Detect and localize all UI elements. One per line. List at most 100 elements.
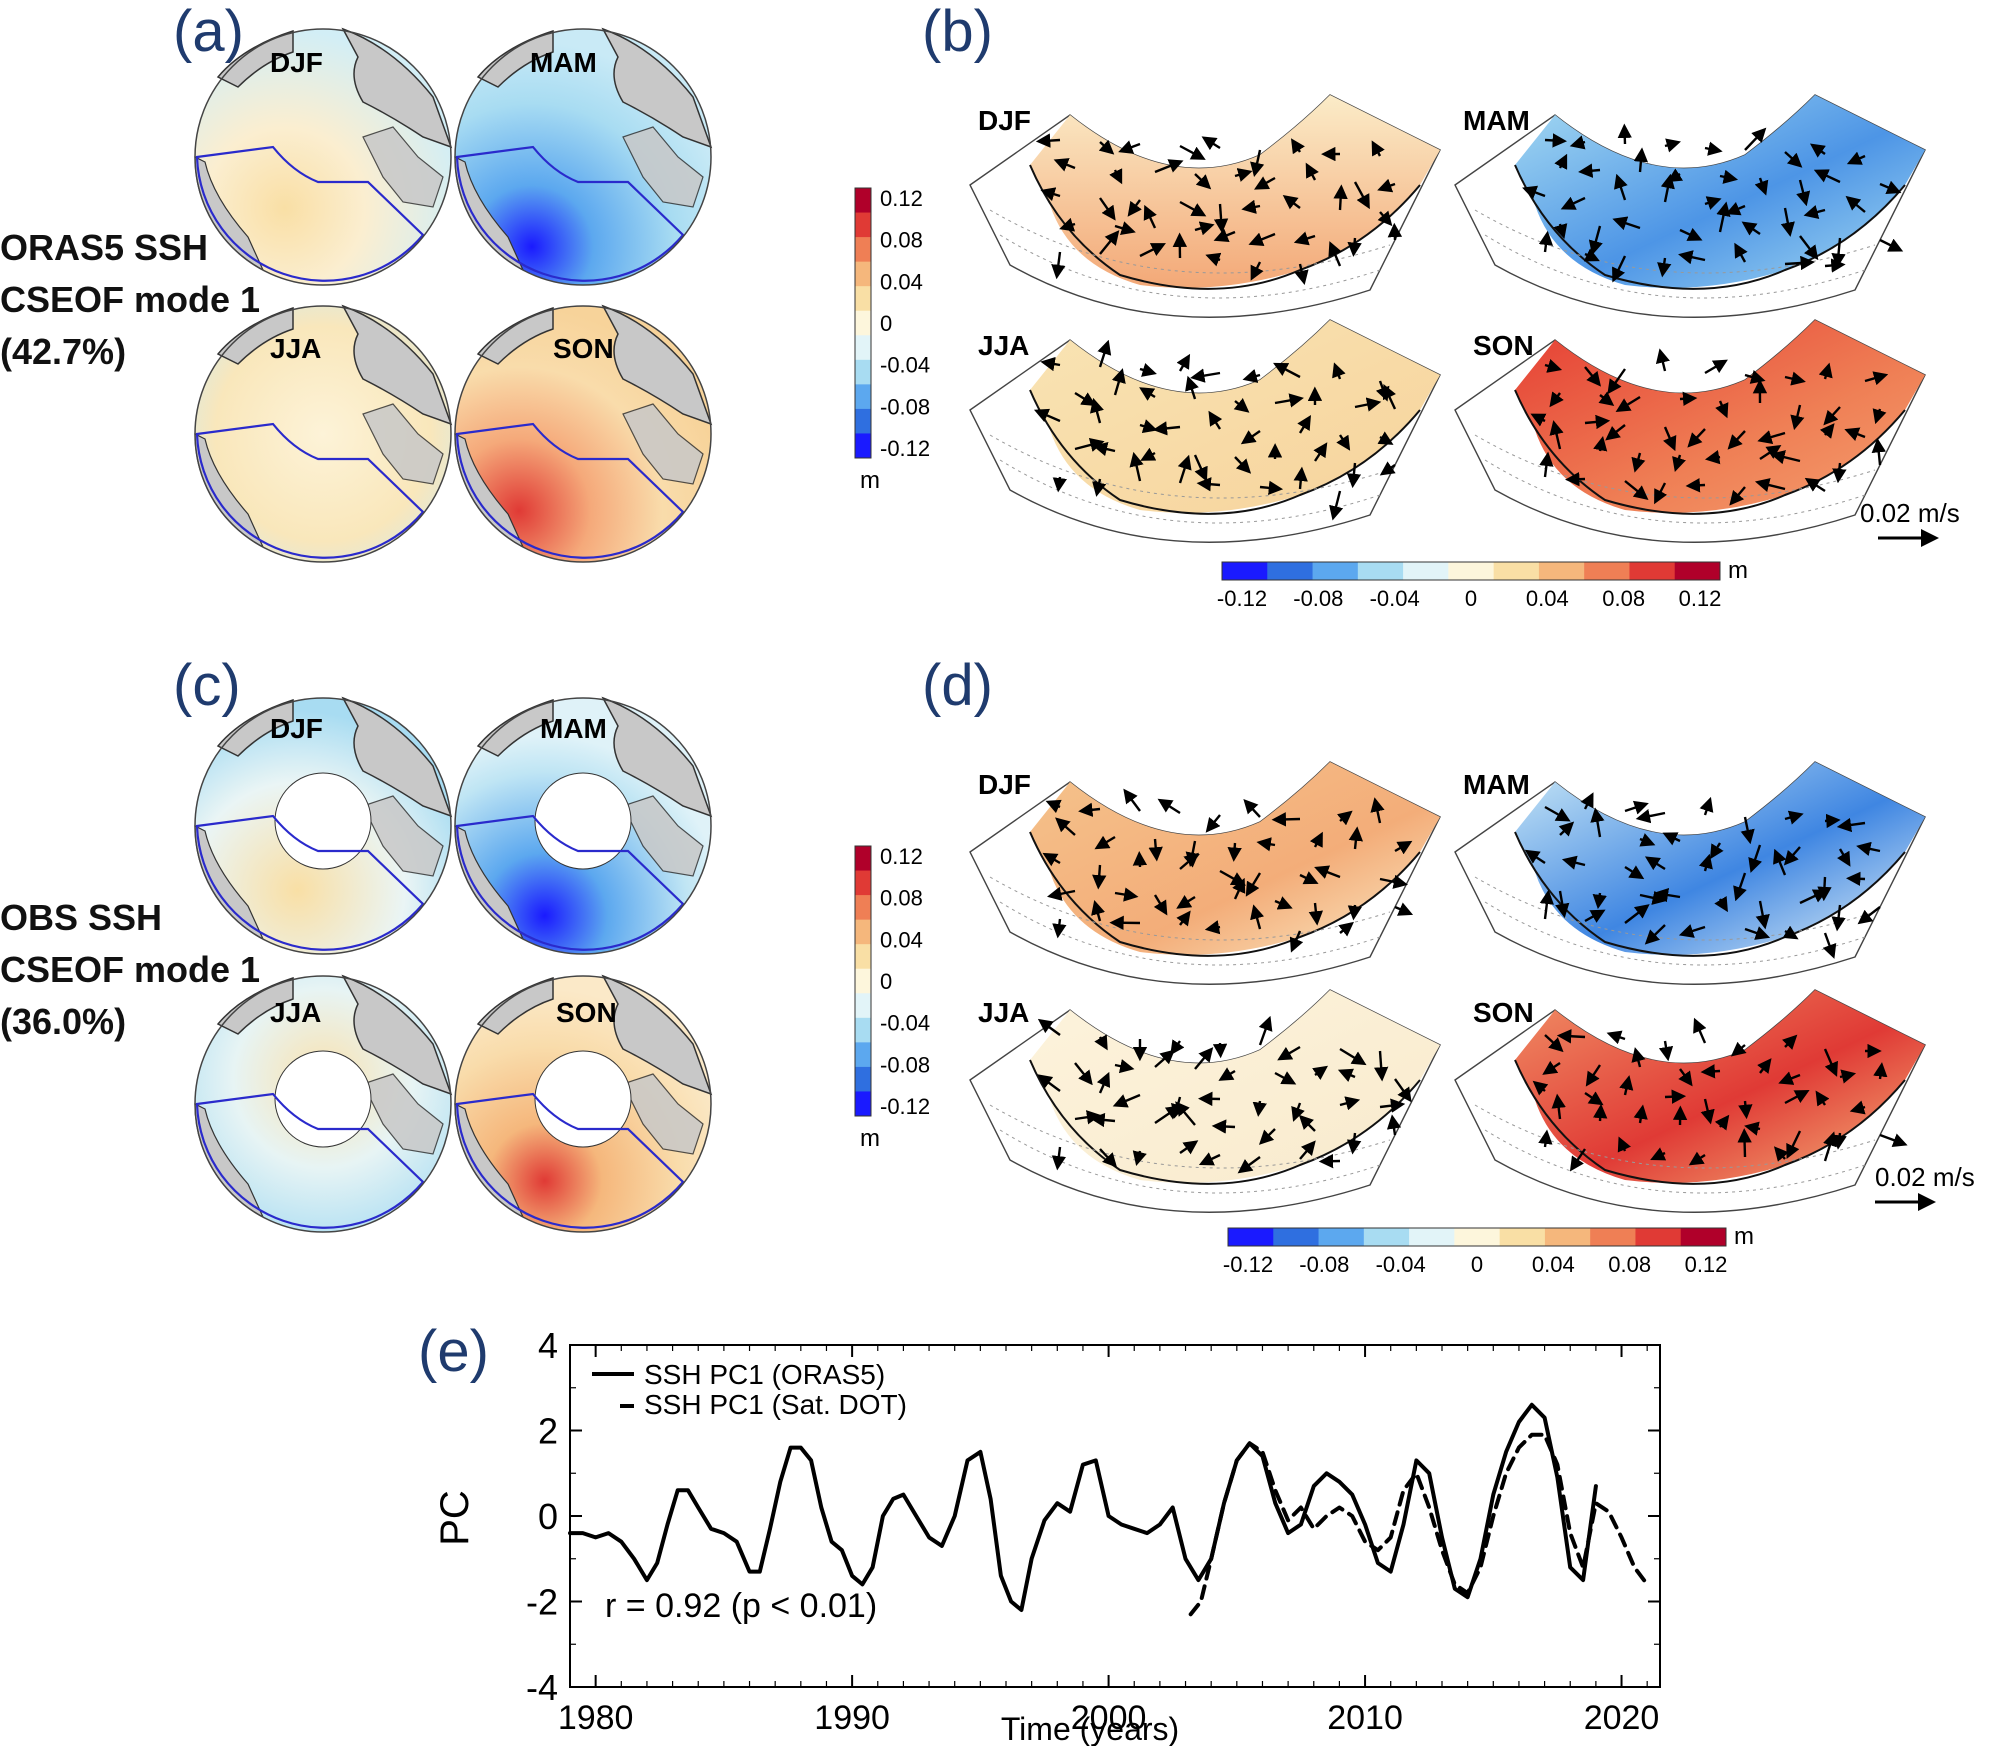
colorbar-horizontal-tick: -0.08 [1299,1252,1349,1277]
polar-map-c-son [454,974,713,1233]
colorbar-horizontal-d: -0.12 -0.08 -0.04 0 0.04 0.08 0.12m [1223,1223,1754,1277]
series-line-sat-dot [1188,1432,1650,1617]
polar-maps-group [194,27,713,1233]
chart-xlabel: Time (years) [1001,1711,1179,1746]
colorbar-vertical-tick: -0.04 [880,353,930,378]
sector-map-d-jja [969,989,1441,1213]
polar-map-a-djf [194,27,453,286]
polar-map-a-mam [454,27,713,286]
colorbar-horizontal-tick: 0.04 [1526,586,1569,611]
colorbar-horizontal-tick: 0.04 [1532,1252,1575,1277]
pc-timeseries-chart: 1980 1990 2000 2010 2020 4 2 0 -2 -4 PC Time (yea… [433,1325,1661,1746]
colorbar-vertical-a: 0.12 0.08 0.04 0 -0.04 -0.08 -0.12m [854,186,930,494]
colorbar-horizontal-tick: -0.04 [1376,1252,1426,1277]
colorbar-vertical-tick: -0.12 [880,1094,930,1119]
colorbar-horizontal-tick: 0.08 [1608,1252,1651,1277]
polar-map-a-son [454,304,713,563]
colorbar-vertical-tick: 0 [880,969,892,994]
colorbar-horizontal-b: -0.12 -0.08 -0.04 0 0.04 0.08 0.12m [1217,557,1748,611]
reference-arrow-b: 0.02 m/s [1860,498,1960,547]
colorbar-vertical-tick: -0.12 [880,436,930,461]
x-tick-label: 2000 [1071,1699,1147,1737]
side-label-oras5-line2: CSEOF mode 1 [0,279,261,320]
season-label-d-son: SON [1473,997,1534,1028]
colorbar-vertical-tick: -0.08 [880,394,930,419]
season-label-a-mam: MAM [530,47,597,78]
reference-arrow-b-label: 0.02 m/s [1860,498,1960,528]
chart-annotation: r = 0.92 (p < 0.01) [605,1587,877,1625]
season-label-c-son: SON [556,997,617,1028]
chart-legend: SSH PC1 (ORAS5) SSH PC1 (Sat. DOT) [592,1359,907,1420]
sector-map-d-son [1454,989,1926,1213]
colorbar-horizontal-tick: -0.04 [1370,586,1420,611]
colorbar-vertical-tick: 0.12 [880,844,923,869]
y-tick-label: 2 [538,1411,558,1452]
colorbar-horizontal-tick: 0 [1471,1252,1483,1277]
season-label-d-jja: JJA [978,997,1029,1028]
colorbar-horizontal-tick: -0.12 [1223,1252,1273,1277]
colorbar-horizontal-tick: 0 [1465,586,1477,611]
colorbar-vertical-tick: -0.04 [880,1011,930,1036]
colorbar-vertical-tick: -0.08 [880,1052,930,1077]
chart-series [568,1402,1650,1617]
polar-map-c-djf [194,696,453,955]
x-tick-label: 1980 [558,1699,634,1737]
colorbar-horizontal-tick: -0.08 [1293,586,1343,611]
polar-map-a-jja [194,304,453,563]
side-label-oras5-line3: (42.7%) [0,331,127,372]
polar-map-c-jja [194,974,453,1233]
colorbar-vertical-tick: 0.08 [880,886,923,911]
x-tick-label: 2010 [1327,1699,1403,1737]
season-label-a-djf: DJF [270,47,323,78]
panel-letter-c: (c) [173,653,241,718]
y-tick-label: 0 [538,1496,558,1537]
polar-map-c-mam [454,696,713,955]
colorbar-horizontal-tick: 0.12 [1679,586,1722,611]
y-tick-label: -4 [526,1667,558,1708]
panel-letter-a: (a) [173,0,244,64]
colorbar-vertical-unit: m [860,467,880,494]
colorbar-vertical-tick: 0.08 [880,228,923,253]
sector-map-d-mam [1454,761,1926,985]
panel-letter-d: (d) [922,653,993,718]
season-label-b-mam: MAM [1463,105,1530,136]
side-label-oras5-line1: ORAS5 SSH [0,227,209,268]
season-label-b-son: SON [1473,330,1534,361]
season-label-b-jja: JJA [978,330,1029,361]
panel-letter-e: (e) [418,1319,489,1384]
colorbar-vertical-tick: 0.04 [880,927,923,952]
side-label-obs-line2: CSEOF mode 1 [0,949,261,990]
season-label-b-djf: DJF [978,105,1031,136]
reference-arrow-d: 0.02 m/s [1875,1162,1975,1211]
sector-map-b-son [1454,319,1926,543]
colorbars-group: 0.120.080.040-0.04-0.08-0.12m0.120.080.0… [854,186,1754,1277]
season-label-c-djf: DJF [270,713,323,744]
colorbar-horizontal-tick: 0.12 [1685,1252,1728,1277]
season-label-a-son: SON [553,333,614,364]
season-label-d-djf: DJF [978,769,1031,800]
season-label-d-mam: MAM [1463,769,1530,800]
sector-map-d-djf [969,761,1441,985]
panel-letter-b: (b) [922,0,993,64]
chart-ylabel: PC [433,1490,477,1546]
side-label-obs: OBS SSH CSEOF mode 1 (36.0%) [0,892,260,1048]
colorbar-horizontal-tick: -0.12 [1217,586,1267,611]
colorbar-horizontal-unit: m [1728,557,1748,584]
colorbar-horizontal-unit: m [1734,1223,1754,1250]
side-label-obs-line3: (36.0%) [0,1001,127,1042]
colorbar-vertical-unit: m [860,1125,880,1152]
season-label-a-jja: JJA [270,333,321,364]
sector-map-b-mam [1454,94,1926,318]
x-tick-label: 2020 [1584,1699,1660,1737]
series-line-oras5 [568,1402,1598,1612]
sector-maps-group [969,94,1926,1213]
y-tick-label: -2 [526,1582,558,1623]
sector-map-b-djf [969,94,1441,318]
colorbar-vertical-c: 0.12 0.08 0.04 0 -0.04 -0.08 -0.12m [854,844,930,1152]
colorbar-vertical-tick: 0 [880,311,892,336]
y-tick-label: 4 [538,1325,558,1366]
chart-ticks: 1980 1990 2000 2010 2020 4 2 0 -2 -4 [526,1325,1660,1737]
sector-map-b-jja [969,319,1441,543]
side-label-oras5: ORAS5 SSH CSEOF mode 1 (42.7%) [0,222,260,378]
